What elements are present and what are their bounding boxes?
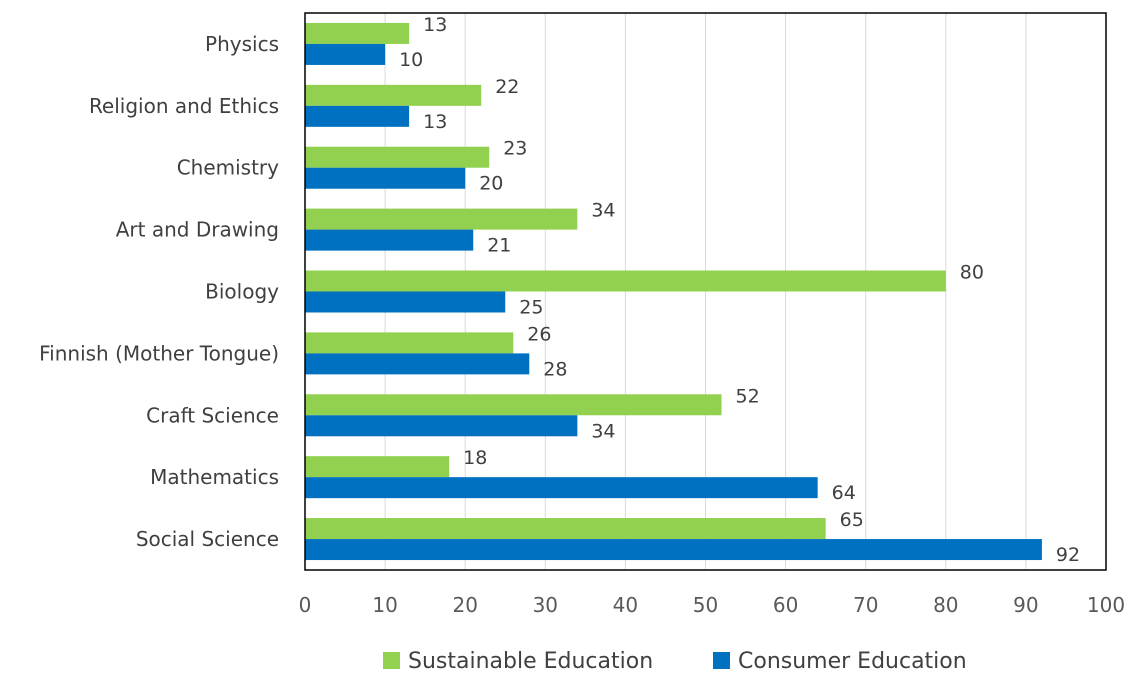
x-tick-labels: 0 10 20 30 40 50 60 70 80 90 100 — [299, 593, 1125, 617]
bar — [305, 22, 410, 44]
legend-swatch — [713, 652, 730, 669]
data-label: 13 — [423, 14, 447, 36]
data-label: 34 — [591, 200, 615, 222]
x-tick-label: 80 — [933, 593, 958, 617]
x-tick-label: 10 — [372, 593, 397, 617]
category-label: Craft Science — [146, 403, 279, 427]
x-tick-label: 50 — [693, 593, 718, 617]
x-tick-label: 60 — [773, 593, 798, 617]
data-label: 22 — [495, 76, 519, 98]
legend-label: Sustainable Education — [408, 649, 653, 674]
bar — [305, 167, 466, 189]
bar — [305, 539, 1042, 561]
bar — [305, 291, 506, 313]
data-label: 10 — [399, 49, 423, 71]
bar — [305, 84, 482, 106]
bar — [305, 415, 578, 437]
x-tick-label: 20 — [452, 593, 477, 617]
data-label: 20 — [479, 173, 503, 195]
bar — [305, 105, 410, 127]
bar — [305, 456, 450, 478]
x-tick-label: 70 — [853, 593, 878, 617]
data-label: 13 — [423, 111, 447, 133]
plot-border — [304, 12, 1107, 571]
bar — [305, 518, 826, 540]
x-tick-label: 30 — [533, 593, 558, 617]
bar — [305, 353, 530, 375]
legend-swatch — [383, 652, 400, 669]
data-label: 28 — [543, 358, 567, 380]
data-label: 25 — [519, 297, 543, 319]
bar — [305, 394, 722, 416]
data-label: 21 — [487, 235, 511, 257]
x-tick-label: 40 — [613, 593, 638, 617]
category-label: Biology — [205, 280, 279, 304]
category-label: Chemistry — [177, 156, 279, 180]
legend: Sustainable Education Consumer Education — [383, 649, 967, 674]
category-labels: Physics Religion and Ethics Chemistry Art a… — [39, 32, 279, 551]
category-label: Mathematics — [150, 465, 279, 489]
bar — [305, 43, 386, 65]
bar — [305, 270, 946, 292]
data-label: 92 — [1056, 544, 1080, 566]
data-label: 64 — [832, 482, 856, 504]
data-label: 65 — [840, 509, 864, 531]
x-tick-label: 90 — [1013, 593, 1038, 617]
x-tick-label: 0 — [299, 593, 312, 617]
category-label: Finnish (Mother Tongue) — [39, 341, 279, 365]
bar — [305, 477, 818, 499]
data-label: 26 — [527, 323, 551, 345]
data-label: 34 — [591, 420, 615, 442]
category-label: Social Science — [136, 527, 279, 551]
data-label: 52 — [736, 385, 760, 407]
data-label: 23 — [503, 138, 527, 160]
bar — [305, 146, 490, 168]
bar — [305, 208, 578, 230]
category-label: Religion and Ethics — [89, 94, 279, 118]
bar — [305, 229, 474, 251]
data-label: 18 — [463, 447, 487, 469]
bar — [305, 332, 514, 354]
category-label: Physics — [205, 32, 279, 56]
x-tick-label: 100 — [1087, 593, 1125, 617]
legend-label: Consumer Education — [738, 649, 967, 674]
bars — [305, 22, 1042, 561]
category-label: Art and Drawing — [116, 218, 279, 242]
data-label: 80 — [960, 262, 984, 284]
